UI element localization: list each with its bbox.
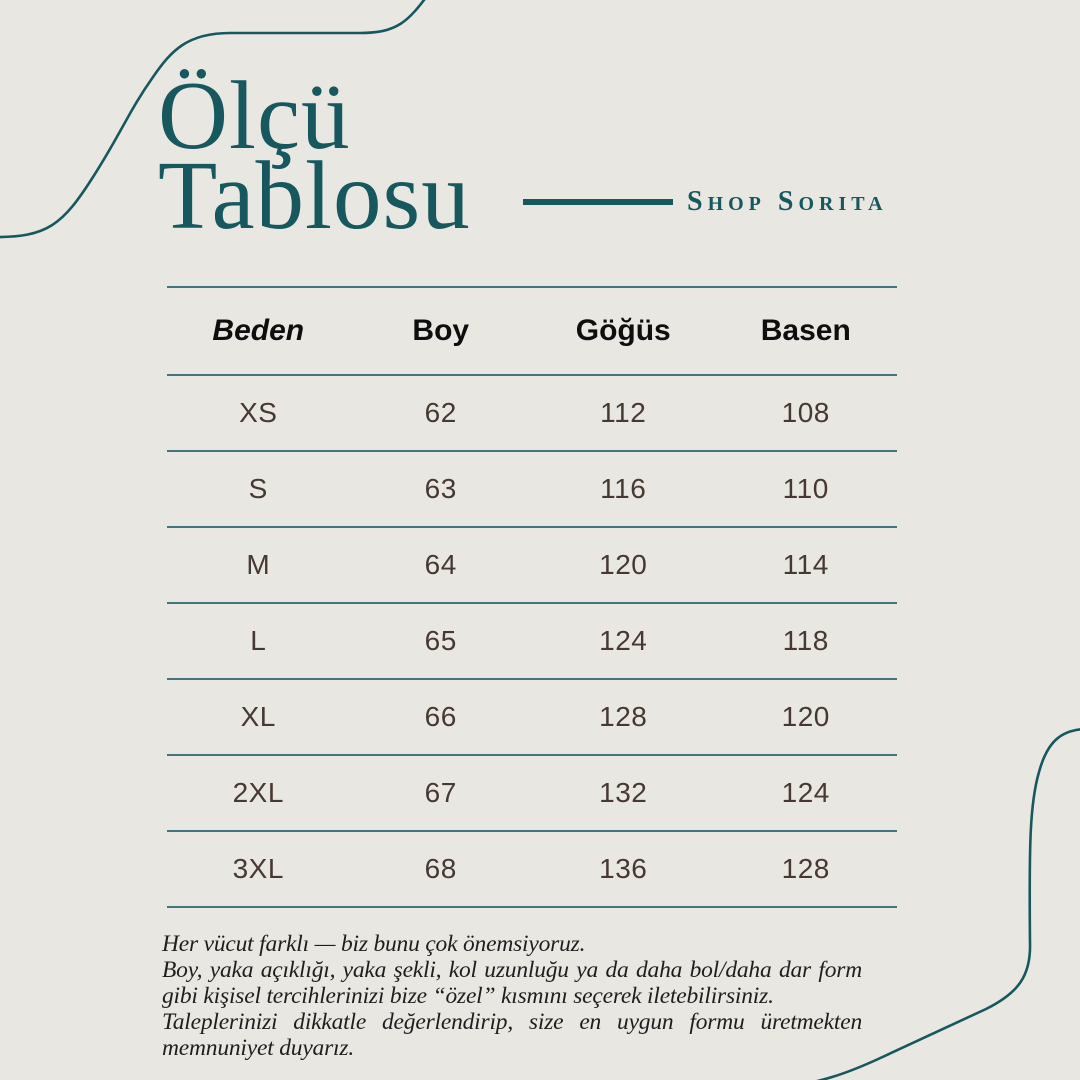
basen-cell: 110 <box>782 473 829 504</box>
footer-paragraph: Boy, yaka açıklığı, yaka şekli, kol uzun… <box>162 957 862 1009</box>
basen-cell: 124 <box>781 777 830 808</box>
table-row: L 65 124 118 <box>167 603 897 679</box>
gogus-cell: 124 <box>599 625 648 656</box>
boy-cell: 66 <box>424 701 457 732</box>
footer-paragraph: Her vücut farklı — biz bunu çok önemsiyo… <box>162 931 586 957</box>
brand-name: Shop Sorita <box>687 186 888 217</box>
page-title-line2: Tablosu <box>158 142 471 249</box>
page-title-line1: Ölçü <box>158 62 351 169</box>
boy-cell: 64 <box>424 549 457 580</box>
basen-cell: 114 <box>782 549 829 580</box>
basen-cell: 120 <box>781 701 830 732</box>
page-title: Ölçü Tablosu <box>158 62 471 249</box>
boy-cell: 67 <box>424 777 457 808</box>
size-cell: XL <box>240 701 276 732</box>
table-row: M 64 120 114 <box>167 527 897 603</box>
table-row: XL 66 128 120 <box>167 679 897 755</box>
table-row: 3XL 68 136 128 <box>167 831 897 907</box>
size-table-body: XS 62 112 108 S 63 116 110 M 64 120 114 … <box>167 375 897 907</box>
boy-cell: 65 <box>424 625 457 656</box>
size-table: Beden Boy Göğüs Basen XS 62 112 108 S 63… <box>167 286 897 908</box>
size-table-header: Beden Boy Göğüs Basen <box>167 287 897 375</box>
header-gogus: Göğüs <box>575 314 671 347</box>
table-row: S 63 116 110 <box>167 451 897 527</box>
footer-note: Her vücut farklı — biz bunu çok önemsiyo… <box>162 931 862 1061</box>
boy-cell: 62 <box>424 397 457 428</box>
brand-row: Shop Sorita <box>523 186 888 218</box>
table-row: 2XL 67 132 124 <box>167 755 897 831</box>
basen-cell: 128 <box>781 853 830 884</box>
size-cell: 2XL <box>232 777 284 808</box>
gogus-cell: 120 <box>599 549 648 580</box>
footer-paragraph: Taleplerinizi dikkatle değerlendirip, si… <box>162 1009 862 1061</box>
header-basen: Basen <box>760 314 851 347</box>
size-cell: XS <box>239 397 278 428</box>
brand-divider-line <box>523 199 673 205</box>
size-cell: L <box>250 625 267 656</box>
gogus-cell: 132 <box>599 777 648 808</box>
gogus-cell: 112 <box>600 397 647 428</box>
basen-cell: 118 <box>782 625 829 656</box>
header-beden: Beden <box>212 314 305 347</box>
gogus-cell: 136 <box>599 853 648 884</box>
size-cell: S <box>248 473 268 504</box>
boy-cell: 63 <box>424 473 457 504</box>
boy-cell: 68 <box>424 853 457 884</box>
header-row: Beden Boy Göğüs Basen <box>167 287 897 375</box>
header-boy: Boy <box>412 314 470 347</box>
size-cell: 3XL <box>232 853 284 884</box>
table-row: XS 62 112 108 <box>167 375 897 451</box>
gogus-cell: 128 <box>599 701 648 732</box>
basen-cell: 108 <box>781 397 830 428</box>
gogus-cell: 116 <box>600 473 647 504</box>
size-cell: M <box>246 549 271 580</box>
